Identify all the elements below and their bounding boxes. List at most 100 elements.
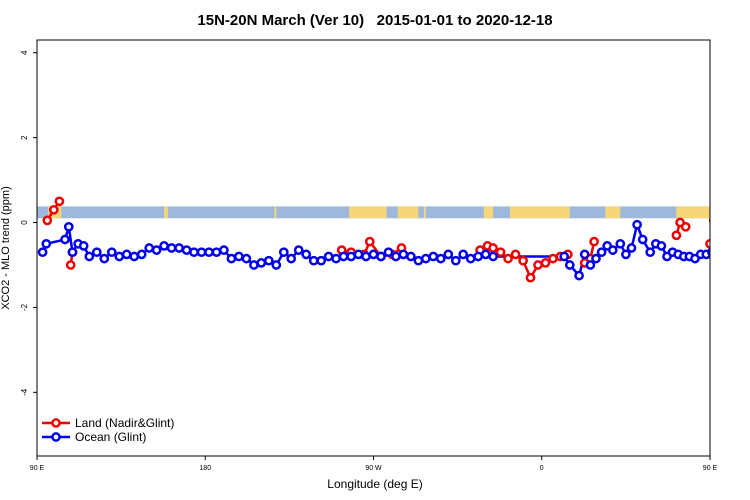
map-land-patch: [423, 206, 426, 219]
ocean-series-point: [564, 260, 575, 270]
ocean-series-point: [63, 221, 74, 232]
ocean-series-point: [106, 247, 117, 258]
ocean-series-point: [301, 249, 312, 260]
legend: Land (Nadir&Glint)Ocean (Glint): [42, 416, 174, 444]
ocean-series-point: [488, 251, 498, 262]
land-series-point: [510, 249, 521, 260]
land-series-point: [708, 217, 710, 224]
ocean-series-point: [465, 253, 476, 264]
x-tick-label: 90 E: [703, 465, 718, 472]
land-series-point: [671, 230, 682, 241]
ocean-series-point: [398, 249, 409, 260]
x-tick-label: 90 W: [365, 465, 382, 472]
land-series-point: [540, 258, 551, 268]
ocean-series-point: [331, 253, 341, 264]
ocean-series-point: [174, 243, 184, 253]
ocean-series-point: [226, 253, 237, 264]
ocean-series-point: [736, 247, 743, 254]
land-series-point: [548, 253, 558, 264]
map-land-patch: [605, 206, 621, 219]
chart-title: 15N-20N March (Ver 10) 2015-01-01 to 202…: [197, 12, 552, 29]
land-series-point: [54, 196, 65, 207]
land-series-point: [525, 272, 536, 283]
land-series-point: [42, 215, 53, 226]
ocean-series-point: [615, 238, 626, 249]
ocean-series-point: [37, 247, 48, 258]
ocean-series-point: [263, 255, 274, 266]
ocean-series-point: [607, 245, 618, 255]
legend-marker: [51, 418, 61, 428]
land-series-point: [718, 208, 725, 215]
legend-label: Land (Nadir&Glint): [75, 416, 174, 430]
ocean-series-point: [632, 219, 642, 230]
ocean-series-point: [391, 251, 401, 262]
ocean-series-point: [591, 253, 601, 264]
ocean-series-point: [129, 251, 140, 262]
land-series-line: [708, 235, 710, 244]
ocean-series-point: [67, 247, 78, 258]
ocean-series-point: [144, 243, 155, 253]
ocean-series-point: [136, 249, 147, 260]
map-land-patch: [274, 206, 277, 219]
x-tick-label: 180: [199, 465, 211, 472]
y-tick-label: 4: [20, 50, 29, 55]
ocean-series-point: [480, 249, 491, 260]
land-series-point: [589, 236, 599, 247]
ocean-series-point: [458, 249, 469, 260]
ocean-series-point: [621, 249, 631, 260]
ocean-series-point: [574, 270, 584, 281]
map-land-patch: [483, 206, 494, 219]
ocean-series-point: [376, 251, 386, 262]
y-tick-label: 0: [20, 220, 29, 225]
land-series-point: [48, 204, 59, 215]
ocean-series-point: [420, 253, 431, 264]
map-land-patch: [397, 206, 419, 219]
ocean-series-point: [278, 247, 289, 258]
ocean-series-point: [428, 251, 439, 262]
land-series-point: [503, 253, 513, 264]
ocean-series-point: [353, 249, 364, 260]
ocean-series-point: [308, 255, 319, 266]
ocean-series-point: [579, 249, 590, 260]
ocean-series-point: [596, 247, 607, 258]
land-series-point: [533, 260, 543, 270]
ocean-series-point: [316, 255, 327, 266]
ocean-series-point: [383, 247, 394, 258]
y-tick-label: 2: [20, 135, 29, 140]
land-series-point: [65, 260, 76, 270]
y-axis-label: XCO2 - MLO trend (ppm): [0, 186, 12, 309]
ocean-series-point: [720, 247, 727, 254]
ocean-series-point: [249, 260, 259, 270]
map-land-patch: [676, 206, 710, 219]
ocean-series-point: [286, 253, 297, 264]
ocean-series-point: [443, 249, 454, 260]
ocean-series-point: [99, 253, 110, 264]
ocean-series-point: [473, 251, 484, 262]
legend-marker: [51, 432, 61, 442]
x-tick-label: 90 E: [30, 465, 45, 472]
ocean-series-point: [626, 243, 637, 253]
map-land-patch: [509, 206, 570, 219]
world-map-strip: [37, 206, 710, 219]
ocean-series-point: [346, 251, 356, 262]
ocean-series-point: [234, 251, 244, 262]
ocean-series-point: [435, 253, 446, 264]
x-axis-label: Longitude (deg E): [327, 477, 422, 491]
ocean-series-point: [166, 243, 177, 253]
land-series-point: [364, 236, 375, 247]
ocean-series-point: [585, 260, 596, 270]
y-tick-label: -4: [20, 388, 29, 396]
map-land-patch: [349, 206, 387, 219]
land-series-point: [495, 247, 506, 258]
land-series-point: [518, 255, 528, 266]
x-axis: 90 E 180 90 W 0 90 E: [30, 456, 718, 472]
ocean-series-point: [368, 249, 379, 260]
map-land-patch: [164, 206, 168, 219]
legend-label: Ocean (Glint): [75, 430, 146, 444]
ocean-series-point: [84, 251, 95, 262]
ocean-series-point: [656, 241, 667, 251]
ocean-series-point: [91, 247, 102, 258]
ocean-series-point: [41, 238, 52, 249]
x-tick-label: 0: [540, 465, 544, 472]
ocean-series-point: [256, 258, 267, 268]
